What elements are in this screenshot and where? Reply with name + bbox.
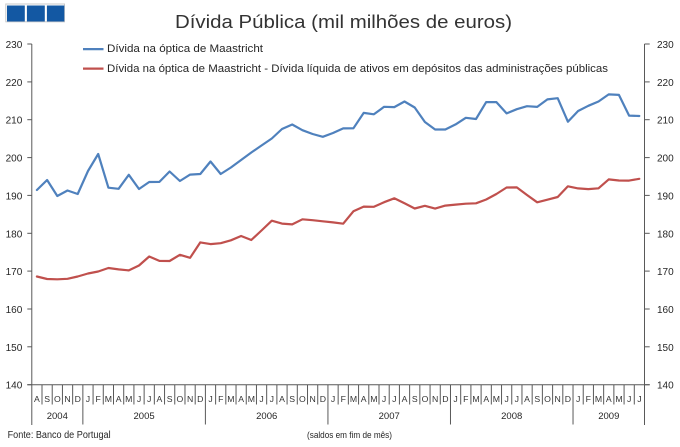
svg-text:J: J [137, 394, 141, 404]
svg-text:J: J [576, 394, 580, 404]
svg-text:O: O [299, 394, 306, 404]
svg-text:220: 220 [6, 78, 23, 89]
svg-text:Dívida na óptica de Maastricht: Dívida na óptica de Maastricht [107, 43, 263, 55]
svg-text:A: A [524, 394, 530, 404]
svg-text:M: M [615, 394, 622, 404]
svg-text:2008: 2008 [501, 411, 522, 422]
svg-text:A: A [34, 394, 40, 404]
svg-text:D: D [75, 394, 81, 404]
svg-text:190: 190 [6, 191, 23, 202]
svg-text:210: 210 [6, 116, 23, 127]
svg-text:A: A [402, 394, 408, 404]
svg-text:D: D [565, 394, 571, 404]
svg-text:O: O [544, 394, 551, 404]
svg-text:230: 230 [657, 40, 674, 51]
svg-text:N: N [432, 394, 438, 404]
svg-text:2004: 2004 [47, 411, 68, 422]
svg-text:F: F [586, 394, 591, 404]
svg-text:M: M [227, 394, 234, 404]
svg-text:A: A [157, 394, 163, 404]
svg-text:220: 220 [657, 78, 674, 89]
svg-text:150: 150 [657, 343, 674, 354]
svg-text:170: 170 [6, 267, 23, 278]
svg-text:J: J [208, 394, 212, 404]
svg-text:150: 150 [6, 343, 23, 354]
svg-text:170: 170 [657, 267, 674, 278]
svg-text:210: 210 [657, 116, 674, 127]
svg-text:J: J [392, 394, 396, 404]
svg-text:(saldos em fim de mês): (saldos em fim de mês) [307, 430, 392, 441]
svg-text:2009: 2009 [598, 411, 619, 422]
svg-text:2006: 2006 [256, 411, 277, 422]
svg-text:J: J [86, 394, 90, 404]
svg-text:S: S [167, 394, 173, 404]
svg-text:N: N [187, 394, 193, 404]
svg-text:O: O [422, 394, 429, 404]
svg-text:180: 180 [6, 229, 23, 240]
svg-text:O: O [176, 394, 183, 404]
svg-text:A: A [238, 394, 244, 404]
svg-text:F: F [218, 394, 223, 404]
svg-text:N: N [555, 394, 561, 404]
svg-text:J: J [147, 394, 151, 404]
svg-text:F: F [463, 394, 468, 404]
svg-text:J: J [382, 394, 386, 404]
svg-text:140: 140 [657, 381, 674, 392]
svg-text:D: D [442, 394, 448, 404]
svg-text:190: 190 [657, 191, 674, 202]
svg-text:A: A [483, 394, 489, 404]
svg-text:200: 200 [657, 154, 674, 165]
svg-text:A: A [361, 394, 367, 404]
svg-text:J: J [627, 394, 631, 404]
svg-text:Fonte: Banco de Portugal: Fonte: Banco de Portugal [8, 430, 111, 441]
svg-text:M: M [472, 394, 479, 404]
svg-text:A: A [116, 394, 122, 404]
svg-text:200: 200 [6, 154, 23, 165]
svg-text:Dívida na óptica de Maastricht: Dívida na óptica de Maastricht - Dívida … [107, 63, 609, 75]
svg-text:S: S [44, 394, 50, 404]
svg-text:A: A [606, 394, 612, 404]
svg-text:J: J [331, 394, 335, 404]
svg-text:S: S [534, 394, 540, 404]
svg-text:A: A [279, 394, 285, 404]
svg-text:M: M [105, 394, 112, 404]
svg-text:F: F [96, 394, 101, 404]
svg-text:Dívida Pública (mil milhões de: Dívida Pública (mil milhões de euros) [175, 12, 512, 32]
svg-text:M: M [595, 394, 602, 404]
svg-text:J: J [504, 394, 508, 404]
svg-text:140: 140 [6, 381, 23, 392]
svg-text:230: 230 [6, 40, 23, 51]
svg-text:M: M [350, 394, 357, 404]
svg-text:D: D [197, 394, 203, 404]
svg-text:J: J [270, 394, 274, 404]
svg-text:M: M [125, 394, 132, 404]
svg-text:S: S [412, 394, 418, 404]
svg-text:160: 160 [6, 305, 23, 316]
svg-text:J: J [637, 394, 641, 404]
svg-text:J: J [259, 394, 263, 404]
svg-text:F: F [341, 394, 346, 404]
svg-text:J: J [515, 394, 519, 404]
svg-text:2005: 2005 [134, 411, 155, 422]
svg-text:160: 160 [657, 305, 674, 316]
svg-text:N: N [64, 394, 70, 404]
svg-text:M: M [493, 394, 500, 404]
svg-text:S: S [289, 394, 295, 404]
svg-text:D: D [320, 394, 326, 404]
svg-text:2007: 2007 [379, 411, 400, 422]
svg-text:J: J [453, 394, 457, 404]
svg-text:180: 180 [657, 229, 674, 240]
svg-text:M: M [248, 394, 255, 404]
svg-text:O: O [54, 394, 61, 404]
svg-text:M: M [370, 394, 377, 404]
svg-text:N: N [309, 394, 315, 404]
